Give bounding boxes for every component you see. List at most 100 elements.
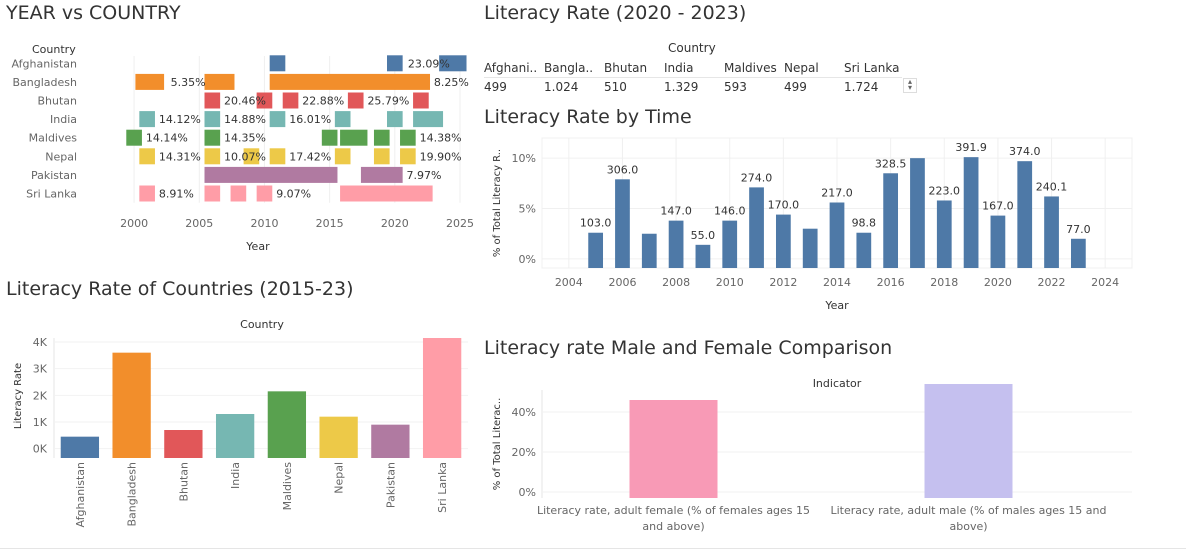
gantt-bar <box>204 148 221 165</box>
gantt-x-tick: 2005 <box>185 217 213 230</box>
gantt-data-label: 17.42% <box>289 150 331 163</box>
gantt-data-label: 8.25% <box>434 76 469 89</box>
gantt-x-tick: 2020 <box>381 217 409 230</box>
countries-bar <box>319 416 358 458</box>
countries-bar-chart: Country 0K 1K 2K 3K 4K Literacy Rate Afghanista… <box>13 318 468 527</box>
table-column-label: Sri Lanka <box>844 61 900 75</box>
time-bar <box>883 173 899 268</box>
countries-bar <box>267 391 307 458</box>
time-x-tick: 2022 <box>1038 276 1066 289</box>
time-data-label: 391.9 <box>955 141 987 154</box>
time-x-tick: 2016 <box>877 276 905 289</box>
countries-chart-title: Literacy Rate of Countries (2015-23) <box>6 278 354 300</box>
gantt-data-label: 9.07% <box>276 188 311 201</box>
time-bar <box>936 200 952 268</box>
gantt-bar <box>439 55 467 72</box>
countries-bar <box>112 352 151 458</box>
scroll-toggle-icon[interactable]: ▴ ▾ <box>903 78 917 93</box>
time-data-label: 103.0 <box>580 217 612 230</box>
time-bar <box>641 233 657 268</box>
table-cell: 1.024 <box>544 80 579 94</box>
table-cell: 1.724 <box>844 80 879 94</box>
gender-x-tick: and above) <box>642 520 704 533</box>
gantt-bar <box>360 166 403 183</box>
time-data-label: 306.0 <box>607 163 639 176</box>
gantt-bar <box>282 92 299 109</box>
gantt-bar <box>373 148 390 165</box>
gantt-data-label: 23.09% <box>408 57 450 70</box>
table-column-label: Bangla.. <box>544 61 594 75</box>
table-column-label: Maldives <box>724 61 777 75</box>
gantt-title: YEAR vs COUNTRY <box>6 2 181 24</box>
time-y-tick: 0% <box>519 253 536 266</box>
gantt-row-label: Pakistan <box>31 169 77 182</box>
countries-bar <box>60 436 100 458</box>
gender-x-tick: Literacy rate, adult female (% of female… <box>537 504 810 517</box>
time-bar <box>963 157 979 268</box>
gender-bar-chart: Indicator 0% 20% 40% % of Total Literac.. Lit… <box>492 377 1132 533</box>
time-x-tick: 2018 <box>930 276 958 289</box>
gantt-bar <box>400 148 416 165</box>
time-bar <box>1017 161 1033 268</box>
gender-column-header: Indicator <box>813 377 862 390</box>
countries-bar <box>422 338 462 458</box>
gender-chart-title: Literacy rate Male and Female Comparison <box>484 337 893 359</box>
gantt-bar <box>204 129 221 146</box>
time-bar <box>910 158 925 268</box>
time-bar <box>990 215 1006 268</box>
gantt-bar <box>413 111 444 128</box>
countries-bar <box>371 424 410 458</box>
gender-y-axis-label: % of Total Literac.. <box>492 398 503 491</box>
table-cell: 593 <box>724 80 747 94</box>
gantt-data-label: 16.01% <box>289 113 331 126</box>
time-x-tick: 2006 <box>608 276 636 289</box>
gantt-row-label: Afghanistan <box>12 57 78 70</box>
gantt-data-label: 14.35% <box>224 132 266 145</box>
gender-x-tick: above) <box>949 520 987 533</box>
gantt-x-tick: 2000 <box>120 217 148 230</box>
gantt-bar <box>139 111 155 128</box>
countries-x-tick: Pakistan <box>384 462 397 508</box>
countries-x-tick: Bhutan <box>177 462 190 502</box>
time-bar <box>856 232 872 268</box>
gantt-row-label: Bhutan <box>37 95 77 108</box>
countries-x-tick: India <box>229 462 242 489</box>
time-bar-chart: 2004 2006 2008 2010 2012 2014 2016 2018 2020 2022… <box>492 137 1133 312</box>
time-x-tick: 2012 <box>769 276 797 289</box>
table-column-label: Afghani.. <box>484 61 538 75</box>
table-column-label: India <box>664 61 694 75</box>
gantt-data-label: 14.88% <box>224 113 266 126</box>
table-column-header: Country <box>668 41 716 55</box>
time-data-label: 170.0 <box>768 199 800 212</box>
gantt-bar <box>269 55 286 72</box>
gantt-x-tick: 2015 <box>316 217 344 230</box>
gantt-x-axis-label: Year <box>245 240 270 253</box>
gantt-bar <box>340 185 433 202</box>
gantt-bar <box>135 73 165 90</box>
time-bar <box>695 244 711 268</box>
gantt-bar <box>126 129 142 146</box>
time-data-label: 77.0 <box>1066 223 1091 236</box>
gantt-bar <box>269 148 286 165</box>
gantt-bar <box>334 148 351 165</box>
table-cell: 1.329 <box>664 80 699 94</box>
time-data-label: 274.0 <box>741 171 773 184</box>
gantt-chart: Country 2000 2005 2010 2015 2020 2025 Year Afgha… <box>12 43 474 253</box>
time-bar <box>802 228 818 268</box>
time-bar <box>1070 238 1086 268</box>
time-x-tick: 2008 <box>662 276 690 289</box>
time-y-axis-label: % of Total Literacy R.. <box>492 149 503 257</box>
time-data-label: 98.8 <box>852 217 877 230</box>
countries-y-tick: 2K <box>33 389 48 402</box>
gantt-bar <box>139 185 155 202</box>
gantt-data-label: 22.88% <box>302 95 344 108</box>
gantt-bar <box>400 129 416 146</box>
table-cell: 499 <box>484 80 507 94</box>
gantt-row-label: India <box>50 113 77 126</box>
gantt-bar <box>321 129 338 146</box>
time-x-tick: 2020 <box>984 276 1012 289</box>
gantt-bar <box>204 166 338 183</box>
literacy-table: Country Afghani.. 499 Bangla.. 1.024 Bhutan 5… <box>480 30 930 100</box>
gantt-data-label: 14.38% <box>420 132 462 145</box>
time-data-label: 147.0 <box>660 205 692 218</box>
